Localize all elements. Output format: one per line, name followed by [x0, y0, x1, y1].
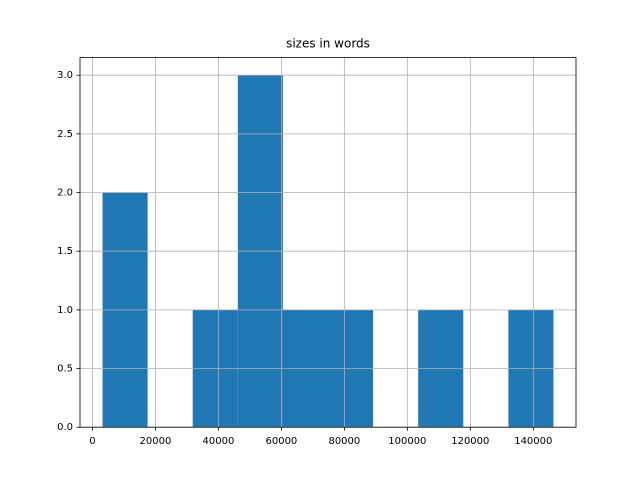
y-tick-label: 1.5 — [57, 246, 73, 257]
y-tick-label: 0.5 — [57, 364, 73, 375]
y-tick-label: 1.0 — [57, 305, 73, 316]
y-tick-label: 2.0 — [57, 188, 73, 199]
x-tick-label: 40000 — [203, 436, 235, 447]
y-tick-label: 0.0 — [57, 422, 73, 433]
y-tick-label: 3.0 — [57, 70, 73, 81]
chart-title: sizes in words — [286, 37, 370, 51]
x-tick-label: 140000 — [514, 436, 552, 447]
x-tick-label: 80000 — [328, 436, 360, 447]
x-tick-label: 20000 — [140, 436, 172, 447]
x-tick-label: 100000 — [388, 436, 426, 447]
x-tick-label: 120000 — [451, 436, 489, 447]
plot-frame — [79, 57, 577, 428]
x-tick-label: 60000 — [265, 436, 297, 447]
y-tick-label: 2.5 — [57, 129, 73, 140]
x-tick-label: 0 — [89, 436, 95, 447]
